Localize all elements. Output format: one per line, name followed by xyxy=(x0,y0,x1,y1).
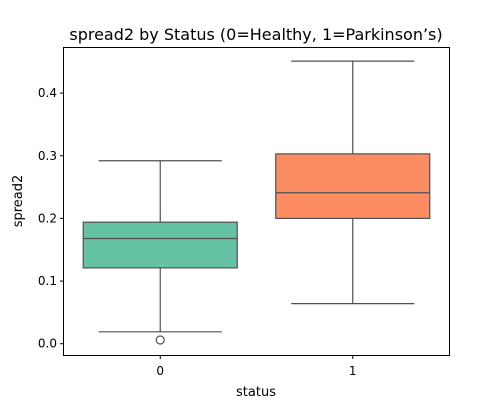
box-group-status-1 xyxy=(275,60,431,305)
outlier-point xyxy=(155,335,165,345)
x-tick-label: 0 xyxy=(156,364,164,378)
boxes-layer xyxy=(82,60,431,345)
chart-title: spread2 by Status (0=Healthy, 1=Parkinso… xyxy=(69,25,442,44)
y-axis: 0.0 0.1 0.2 0.3 0.4 xyxy=(38,86,64,351)
y-tick-label: 0.0 xyxy=(38,337,57,351)
y-tick-label: 0.3 xyxy=(38,149,57,163)
box-group-status-0 xyxy=(82,160,238,345)
iqr-box xyxy=(82,221,238,269)
y-tick-label: 0.4 xyxy=(38,86,57,100)
x-tick-label: 1 xyxy=(349,364,357,378)
x-axis-label: status xyxy=(236,385,276,400)
iqr-box xyxy=(275,153,431,220)
y-tick-label: 0.2 xyxy=(38,211,57,225)
y-axis-label: spread2 xyxy=(11,175,26,228)
plot-area-frame xyxy=(63,47,450,356)
y-tick-label: 0.1 xyxy=(38,274,57,288)
